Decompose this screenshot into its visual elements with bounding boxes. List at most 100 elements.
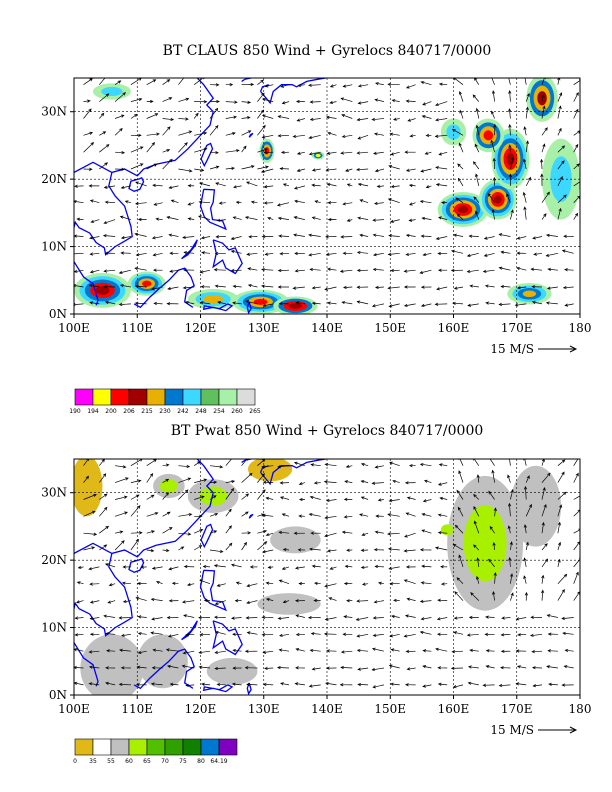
wind-arrow: [203, 598, 211, 603]
y-tick-label: 10N: [41, 240, 67, 254]
wind-arrow: [345, 464, 353, 469]
shaded-region: [483, 130, 494, 141]
shaded-region: [510, 465, 562, 547]
wind-arrow: [498, 683, 511, 688]
wind-arrow: [130, 163, 144, 170]
wind-arrow: [473, 544, 480, 551]
wind-arrow: [88, 682, 100, 686]
shaded-region: [101, 86, 123, 97]
wind-arrow: [357, 667, 369, 671]
wind-arrow: [167, 286, 179, 291]
wind-arrow: [146, 79, 157, 86]
wind-arrow: [235, 581, 242, 585]
wind-arrow: [404, 683, 416, 687]
wind-arrow: [215, 235, 226, 239]
wind-arrow: [548, 682, 558, 686]
wind-arrow: [182, 600, 195, 604]
wind-arrow: [244, 666, 258, 670]
wind-arrow: [326, 151, 337, 155]
wind-arrow: [114, 92, 127, 102]
wind-arrow: [482, 269, 495, 273]
wind-arrow: [523, 158, 527, 170]
wind-arrow: [327, 201, 337, 205]
wind-arrow: [540, 173, 544, 186]
colorbar-swatch: [200, 388, 220, 406]
wind-arrow: [546, 614, 558, 618]
map-panel-1: BT CLAUS 850 Wind + Gyrelocs 840717/0000…: [41, 43, 591, 415]
wind-arrow: [546, 665, 558, 669]
wind-arrow: [151, 617, 163, 621]
wind-arrow: [74, 252, 84, 256]
y-tick-label: 0N: [49, 688, 67, 702]
wind-arrow: [557, 78, 561, 85]
wind-arrow: [114, 540, 125, 551]
wind-arrow: [541, 213, 547, 220]
wind-arrow: [183, 564, 195, 569]
wind-arrow: [311, 216, 321, 220]
wind-arrow: [517, 633, 527, 637]
wind-arrow: [325, 681, 337, 686]
x-tick-label: 170E: [501, 702, 533, 716]
wind-arrow: [162, 79, 171, 85]
wind-arrow: [531, 649, 543, 654]
wind-arrow: [532, 684, 543, 688]
wind-arrow: [178, 97, 190, 102]
wind-arrow: [438, 216, 448, 220]
wind-arrow: [509, 459, 511, 466]
wind-arrow: [311, 183, 321, 187]
wind-arrow: [194, 100, 208, 104]
wind-arrow: [483, 252, 495, 257]
colorbar-swatch: [74, 738, 94, 756]
wind-arrow: [324, 532, 337, 538]
wind-arrow: [541, 472, 551, 483]
wind-arrow: [162, 478, 170, 483]
wind-arrow: [182, 286, 195, 290]
wind-arrow: [573, 163, 580, 170]
wind-arrow: [507, 525, 511, 534]
wind-arrow: [170, 199, 179, 204]
shaded-region: [522, 290, 537, 298]
wind-arrow: [209, 465, 224, 469]
wind-arrow: [178, 168, 193, 173]
wind-arrow: [276, 202, 290, 207]
wind-arrow: [393, 598, 400, 603]
wind-arrow: [344, 564, 353, 569]
wind-arrow: [295, 99, 305, 104]
wind-arrow: [278, 234, 290, 238]
wind-arrow: [409, 463, 416, 468]
x-tick-label: 160E: [438, 321, 470, 335]
wind-arrow: [561, 249, 574, 254]
wind-arrow: [435, 546, 448, 551]
wind-arrow: [419, 269, 432, 274]
wind-arrow: [279, 633, 290, 638]
wind-arrow: [523, 575, 527, 584]
wind-arrow: [573, 528, 580, 534]
wind-arrow: [525, 503, 532, 517]
wind-arrow: [421, 513, 432, 517]
wind-arrow: [130, 146, 144, 153]
wind-arrow: [88, 284, 100, 288]
wind-arrow: [262, 549, 274, 554]
wind-arrow: [146, 473, 154, 483]
wind-arrow: [114, 127, 123, 136]
wind-arrow: [198, 650, 211, 654]
wind-arrow: [541, 459, 545, 466]
wind-arrow: [452, 543, 464, 551]
wind-arrow: [510, 156, 515, 170]
wind-arrow: [323, 480, 337, 484]
wind-arrow: [389, 461, 400, 467]
coastline: [260, 459, 326, 486]
wind-arrow: [484, 632, 495, 637]
wind-arrow: [325, 666, 337, 670]
wind-arrow: [374, 465, 384, 469]
wind-arrow: [453, 286, 464, 290]
wind-arrow: [104, 563, 116, 568]
wind-arrow: [166, 216, 179, 220]
wind-arrow: [309, 495, 321, 500]
wind-arrow: [241, 82, 255, 87]
wind-arrow: [327, 267, 337, 271]
wind-arrow: [541, 191, 550, 203]
wind-arrow: [324, 286, 337, 291]
wind-arrow: [88, 184, 100, 188]
wind-arrow: [162, 117, 175, 122]
